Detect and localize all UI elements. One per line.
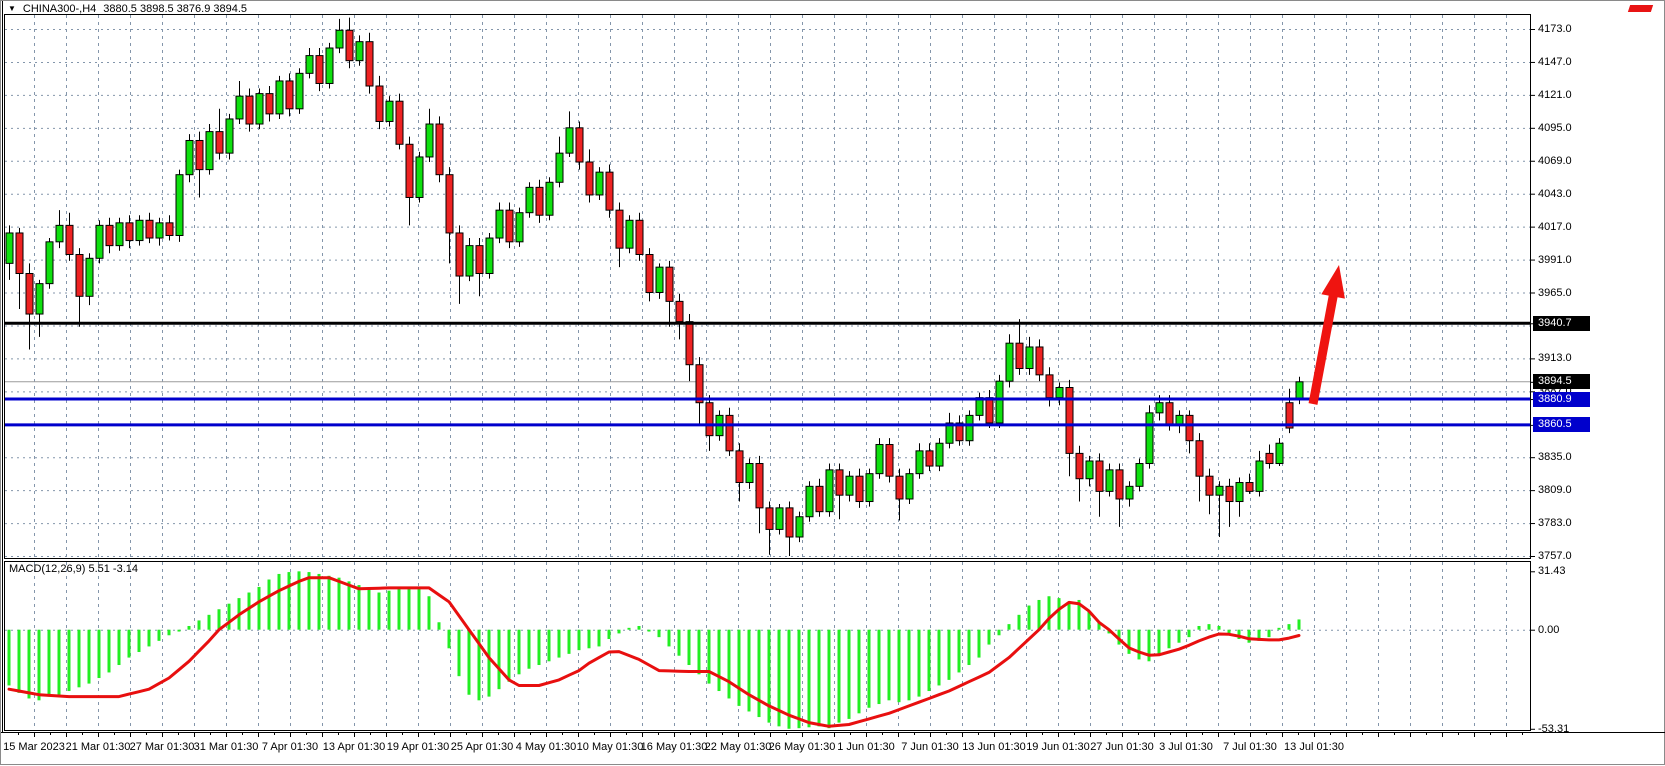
chart-title: CHINA300-,H4: [22, 2, 97, 15]
price-badge-3880.9: 3880.9: [1533, 391, 1590, 407]
price-tick-label: 3965.0: [1538, 286, 1572, 299]
date-label: 4 May 01:30: [515, 741, 577, 753]
price-tick-label: 4043.0: [1538, 187, 1572, 200]
date-label: 27 Mar 01:30: [129, 741, 195, 753]
candles-layer: [5, 17, 1304, 556]
price-badge-3940.7: 3940.7: [1533, 315, 1590, 331]
price-tick-label: 3783.0: [1538, 517, 1572, 530]
chart-shift-marker[interactable]: [1627, 5, 1654, 12]
date-label: 16 May 01:30: [640, 741, 708, 753]
macd-axis-label: 31.43: [1538, 565, 1566, 578]
date-label: 10 May 01:30: [576, 741, 644, 753]
trend-arrow: [1308, 265, 1345, 405]
macd-indicator-label: MACD(12,26,9) 5.51 -3.14: [9, 563, 139, 575]
chart-ohlc-values: 3880.5 3898.5 3876.9 3894.5: [103, 2, 248, 15]
date-label: 3 Jul 01:30: [1159, 741, 1213, 753]
price-tick-label: 3835.0: [1538, 451, 1572, 464]
date-label: 22 May 01:30: [704, 741, 772, 753]
macd-signal-line: [7, 576, 1301, 728]
date-label: 13 Jul 01:30: [1284, 741, 1344, 753]
date-label: 15 Mar 2023: [3, 741, 65, 753]
price-tick-label: 4017.0: [1538, 220, 1572, 233]
date-label: 19 Apr 01:30: [386, 741, 450, 753]
symbol-dropdown-icon[interactable]: ▼: [8, 3, 16, 13]
date-label: 27 Jun 01:30: [1090, 741, 1154, 753]
price-tick-label: 4121.0: [1538, 88, 1572, 101]
date-label: 21 Mar 01:30: [65, 741, 131, 753]
price-tick-label: 3757.0: [1538, 550, 1572, 562]
price-tick-label: 4147.0: [1538, 55, 1572, 68]
panel-borders: [1, 1, 1665, 733]
date-label: 1 Jun 01:30: [837, 741, 895, 753]
price-tick-label: 3991.0: [1538, 253, 1572, 266]
price-tick-label: 4173.0: [1538, 23, 1572, 35]
price-tick-label: 4095.0: [1538, 121, 1572, 134]
price-tick-label: 3809.0: [1538, 484, 1572, 497]
macd-axis-label: -53.31: [1538, 722, 1570, 735]
grid-layer: [5, 15, 1530, 730]
date-label: 26 May 01:30: [768, 741, 836, 753]
date-label: 7 Jun 01:30: [901, 741, 959, 753]
date-label: 25 Apr 01:30: [450, 741, 514, 753]
price-badge-3860.5: 3860.5: [1533, 417, 1590, 433]
price-tick-label: 3913.0: [1538, 352, 1572, 365]
title-bar: ▼ CHINA300-,H4 3880.5 3898.5 3876.9 3894…: [8, 2, 247, 15]
date-label: 31 Mar 01:30: [193, 741, 259, 753]
date-label: 13 Jun 01:30: [962, 741, 1026, 753]
price-tick-label: 4069.0: [1538, 154, 1572, 167]
date-label: 13 Apr 01:30: [322, 741, 386, 753]
macd-layer: [7, 571, 1301, 729]
date-label: 19 Jun 01:30: [1026, 741, 1090, 753]
date-label: 7 Jul 01:30: [1223, 741, 1277, 753]
date-label: 7 Apr 01:30: [261, 741, 319, 753]
price-badge-3894.5: 3894.5: [1533, 374, 1590, 390]
macd-axis-label: 0.00: [1538, 623, 1560, 636]
axis-ticks: [18, 29, 1535, 737]
level-lines-layer: [4, 321, 1531, 427]
